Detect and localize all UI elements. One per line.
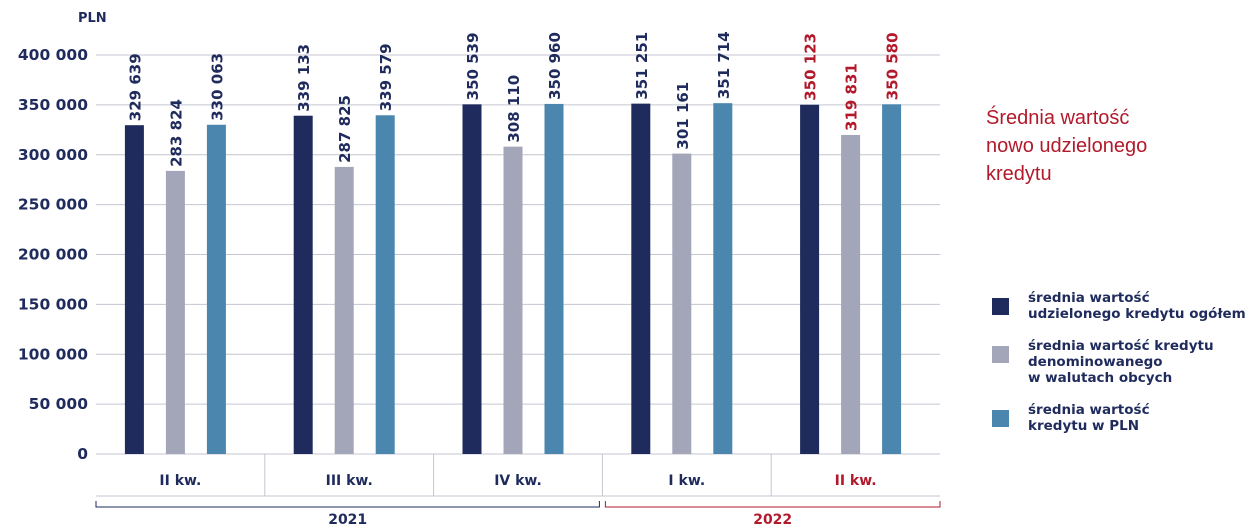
data-label: 350 123 [802,33,820,101]
y-tick-label: 50 000 [29,395,89,413]
data-label: 329 639 [126,53,144,121]
data-label: 308 110 [505,75,523,143]
bar [375,115,395,454]
y-axis-label: PLN [78,11,107,26]
year-label: 2022 [753,512,792,526]
bar [503,146,523,454]
year-bracket [604,501,941,508]
legend-item: średnia wartość kredytu denominowanego w… [992,338,1257,386]
bar [544,103,564,455]
x-tick-label: IV kw. [494,473,542,489]
legend-label: średnia wartość udzielonego kredytu ogół… [1028,290,1246,322]
bar [882,104,902,454]
data-label: 301 161 [674,82,692,150]
y-tick-label: 300 000 [18,146,88,164]
data-label: 319 831 [843,63,861,131]
y-tick-label: 250 000 [18,196,88,214]
x-tick-label: III kw. [326,473,373,489]
x-tick-label: II kw. [159,473,201,489]
chart-title-line: Średnia wartość [986,107,1130,129]
y-tick-label: 100 000 [18,345,88,363]
y-tick-label: 0 [77,445,88,463]
legend-label: średnia wartość kredytu w PLN [1028,402,1150,434]
legend: średnia wartość udzielonego kredytu ogół… [992,290,1257,450]
data-label: 339 133 [295,44,313,112]
y-tick-label: 200 000 [18,246,88,264]
chart-title-line: nowo udzielonego [986,135,1148,157]
data-label: 339 579 [377,43,395,111]
legend-item: średnia wartość udzielonego kredytu ogół… [992,290,1257,322]
y-tick-label: 150 000 [18,295,88,313]
bar-chart: 0 50 000 100 000 150 000 200 000 250 000 300 0… [18,11,941,526]
bar [462,104,482,455]
legend-swatch [992,346,1009,363]
bar [631,103,651,454]
legend-swatch [992,298,1009,315]
data-label: 350 580 [884,32,902,100]
data-label: 350 539 [464,32,482,100]
legend-label: średnia wartość kredytu denominowanego w… [1028,338,1214,386]
year-bracket [95,501,600,508]
data-label: 287 825 [336,95,354,163]
bar [672,153,692,454]
year-label: 2021 [328,512,367,526]
legend-item: średnia wartość kredytu w PLN [992,402,1257,434]
data-label: 350 960 [546,32,564,100]
chart-title: Średnia wartość nowo udzielonego kredytu [986,104,1206,188]
bar [841,134,861,455]
y-tick-label: 400 000 [18,46,88,64]
bar [206,124,226,455]
data-label: 283 824 [167,99,185,167]
data-label: 330 063 [208,53,226,121]
y-tick-label: 350 000 [18,96,88,114]
bar [293,115,313,454]
bar [800,104,820,454]
data-label: 351 251 [633,32,651,100]
bar [165,170,185,454]
bar [124,125,144,455]
x-tick-label: II kw. [835,473,877,489]
legend-swatch [992,410,1009,427]
chart-title-line: kredytu [986,163,1052,185]
bar [713,103,733,454]
data-label: 351 714 [715,31,733,99]
x-tick-label: I kw. [668,473,705,489]
bar [334,166,354,454]
